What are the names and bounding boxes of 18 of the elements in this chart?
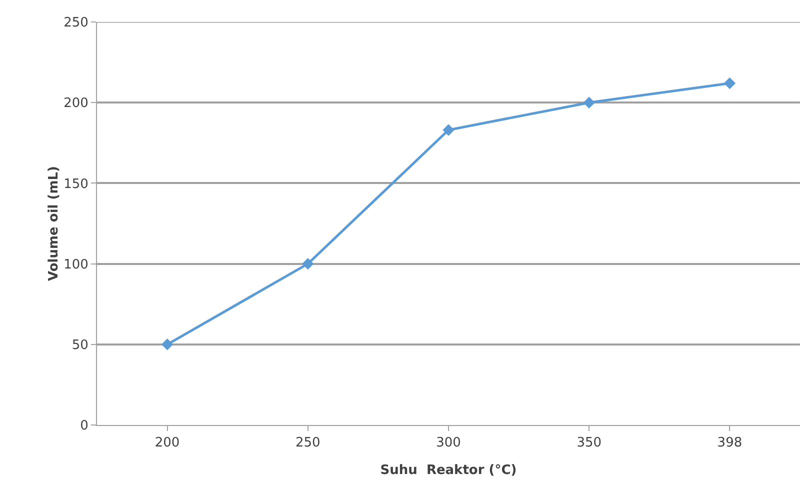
point: [442, 124, 454, 136]
y-tick-label: 0: [80, 418, 88, 434]
x-tick-label: 350: [576, 436, 602, 451]
y-tick-label: 100: [64, 257, 88, 272]
point: [583, 96, 595, 108]
y-tick-label: 150: [64, 176, 88, 192]
x-tick-label: 398: [717, 436, 742, 451]
x-tick-label: 250: [295, 436, 320, 451]
y-tick-label: 200: [64, 96, 88, 112]
y-tick-label: 50: [72, 338, 88, 353]
point: [724, 77, 736, 90]
point: [302, 258, 314, 270]
y-tick-label: 250: [64, 16, 88, 31]
x-tick-label: 300: [436, 436, 461, 451]
x-tick-label: 200: [154, 436, 180, 451]
x-axis-title: Suhu Reaktor (°C): [380, 463, 517, 478]
point: [161, 338, 174, 350]
y-axis-title: Volume oil (mL): [46, 166, 62, 281]
